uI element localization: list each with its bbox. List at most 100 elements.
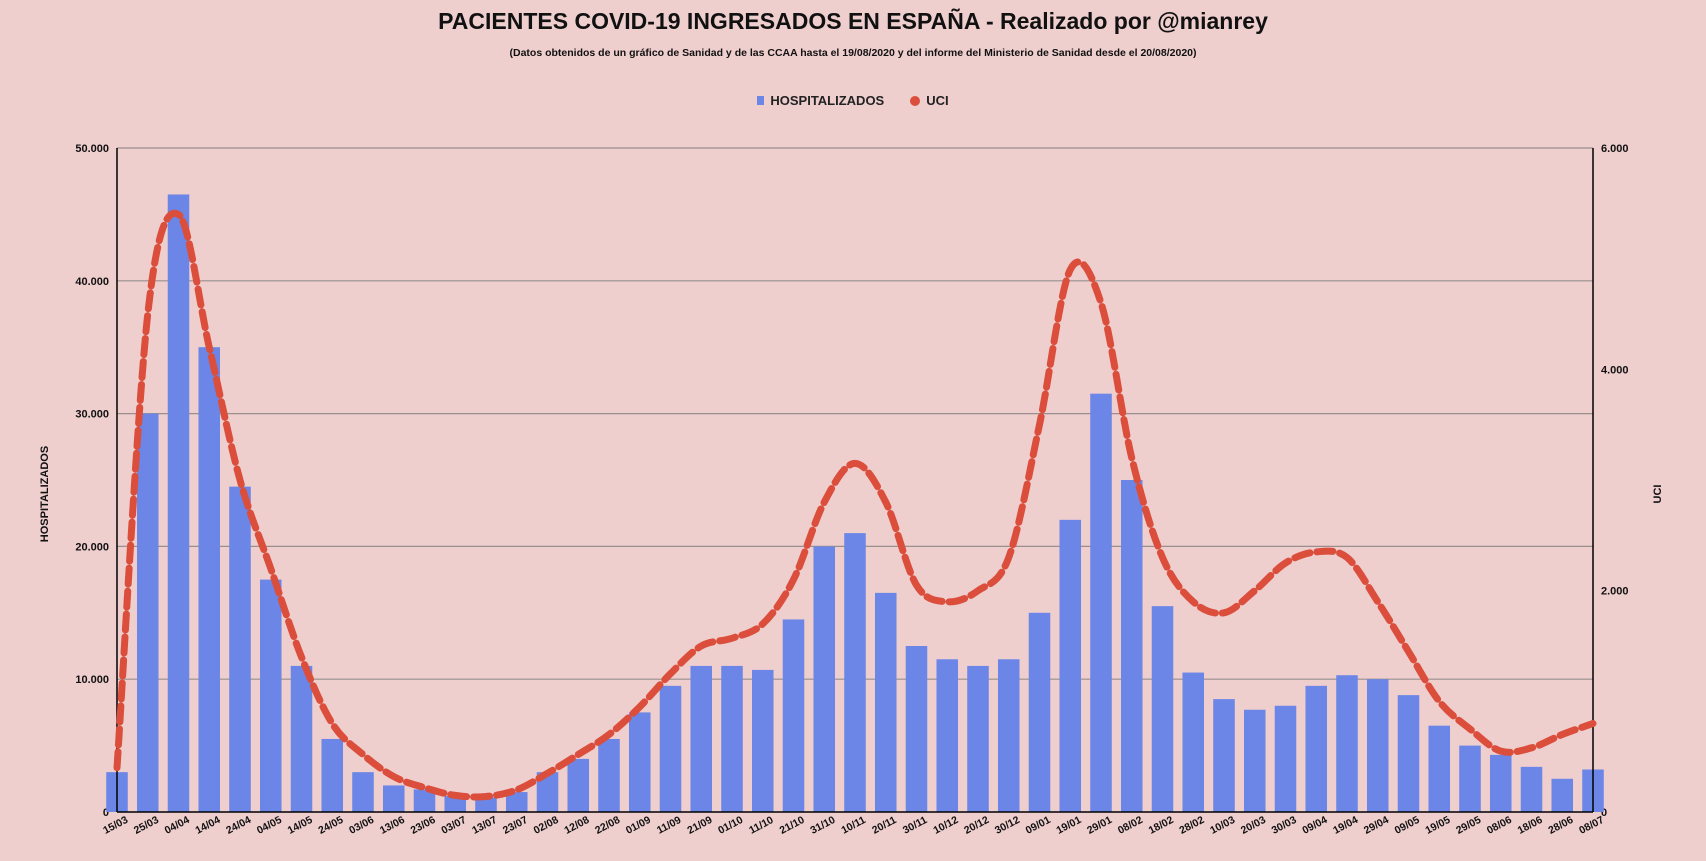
x-tick-label: 20/03 (1239, 814, 1268, 837)
x-tick-label: 19/01 (1054, 814, 1083, 837)
x-tick-label: 21/10 (778, 814, 807, 837)
x-tick-label: 23/06 (409, 814, 438, 837)
x-tick-label: 04/04 (163, 814, 192, 837)
y-tick-label: 20.000 (75, 541, 109, 553)
bar (690, 665, 713, 812)
bar (1059, 519, 1082, 812)
x-tick-label: 01/09 (624, 814, 653, 837)
y2-tick-label: 6.000 (1601, 143, 1629, 155)
bar (1213, 699, 1235, 812)
x-tick-label: 13/06 (378, 814, 407, 837)
bar (536, 772, 559, 812)
bar (229, 486, 251, 812)
y2-tick-label: 2.000 (1601, 586, 1629, 598)
x-tick-label: 09/01 (1024, 814, 1053, 837)
bar (1120, 480, 1143, 812)
y2-tick-label: 0 (1601, 807, 1607, 819)
bar (1366, 679, 1389, 812)
x-tick-label: 18/02 (1147, 814, 1176, 837)
x-tick-label: 01/10 (716, 814, 745, 837)
x-tick-label: 30/11 (901, 814, 929, 837)
bar (413, 789, 436, 812)
bar (1090, 393, 1112, 812)
bar (721, 665, 743, 812)
chart-title: PACIENTES COVID-19 INGRESADOS EN ESPAÑA … (438, 8, 1268, 34)
x-tick-label: 02/08 (532, 814, 561, 837)
x-tick-label: 18/06 (1516, 814, 1545, 837)
x-tick-label: 03/06 (347, 814, 376, 837)
bar (321, 738, 344, 812)
bar (352, 772, 374, 812)
x-tick-label: 19/05 (1423, 814, 1452, 837)
y2-tick-label: 4.000 (1601, 364, 1629, 376)
bar (659, 685, 682, 812)
x-tick-label: 23/07 (501, 814, 530, 837)
legend-item-hospitalizados: HOSPITALIZADOS (757, 93, 884, 108)
chart-subtitle: (Datos obtenidos de un gráfico de Sanida… (509, 47, 1197, 59)
bar (782, 619, 805, 812)
bar (751, 669, 774, 812)
x-tick-label: 14/04 (193, 814, 222, 837)
y-tick-label: 0 (103, 807, 109, 819)
x-tick-label: 08/06 (1485, 814, 1514, 837)
bar (136, 413, 159, 812)
bar (1551, 778, 1574, 812)
x-tick-label: 24/05 (316, 814, 345, 837)
legend-item-uci: UCI (910, 93, 949, 108)
bar (567, 758, 590, 812)
x-tick-label: 28/06 (1546, 814, 1575, 837)
bar (844, 533, 866, 812)
bar (1305, 685, 1328, 812)
bar (1274, 705, 1297, 812)
bar (936, 659, 959, 812)
bar (382, 785, 405, 812)
bar (1459, 745, 1481, 812)
x-tick-label: 25/03 (132, 814, 161, 837)
x-tick-label: 20/11 (870, 814, 898, 837)
x-tick-label: 24/04 (224, 814, 253, 837)
bar (1028, 612, 1051, 812)
x-tick-label: 08/07 (1577, 814, 1606, 837)
legend-bar-swatch (757, 96, 765, 105)
bar (874, 592, 897, 812)
x-tick-label: 22/08 (593, 814, 622, 837)
bar (1428, 725, 1451, 812)
x-tick-label: 29/01 (1085, 814, 1114, 837)
bar (167, 194, 190, 813)
bar (905, 646, 928, 812)
legend-label-hospitalizados: HOSPITALIZADOS (770, 93, 885, 108)
x-tick-label: 09/05 (1393, 814, 1422, 837)
bar (598, 738, 620, 812)
bar (1397, 695, 1420, 812)
x-tick-label: 21/09 (685, 814, 714, 837)
bar (198, 347, 221, 812)
x-tick-label: 29/04 (1362, 814, 1391, 837)
x-tick-label: 20/12 (962, 814, 991, 837)
y-tick-label: 30.000 (75, 409, 109, 421)
bar (813, 546, 836, 812)
x-tick-label: 30/12 (993, 814, 1022, 837)
bar (290, 665, 313, 812)
x-tick-label: 11/09 (655, 814, 683, 837)
x-tick-label: 19/04 (1331, 814, 1360, 837)
bar (1520, 766, 1543, 812)
bar (628, 712, 651, 812)
x-tick-label: 09/04 (1300, 814, 1329, 837)
bar (259, 579, 282, 812)
x-tick-label: 10/12 (931, 814, 960, 837)
bar (475, 797, 497, 812)
bar (1336, 675, 1358, 812)
bar (997, 659, 1020, 812)
x-tick-label: 04/05 (255, 814, 284, 837)
x-tick-label: 30/03 (1270, 814, 1299, 837)
legend: HOSPITALIZADOS UCI (0, 93, 1706, 108)
x-tick-label: 13/07 (470, 814, 499, 837)
legend-line-swatch (910, 95, 921, 106)
x-tick-label: 29/05 (1454, 814, 1483, 837)
x-tick-label: 08/02 (1116, 814, 1145, 837)
y-tick-label: 10.000 (75, 674, 109, 686)
x-tick-label: 03/07 (439, 814, 468, 837)
bar (1151, 606, 1174, 812)
bar (444, 796, 467, 812)
x-tick-label: 14/05 (286, 814, 315, 837)
